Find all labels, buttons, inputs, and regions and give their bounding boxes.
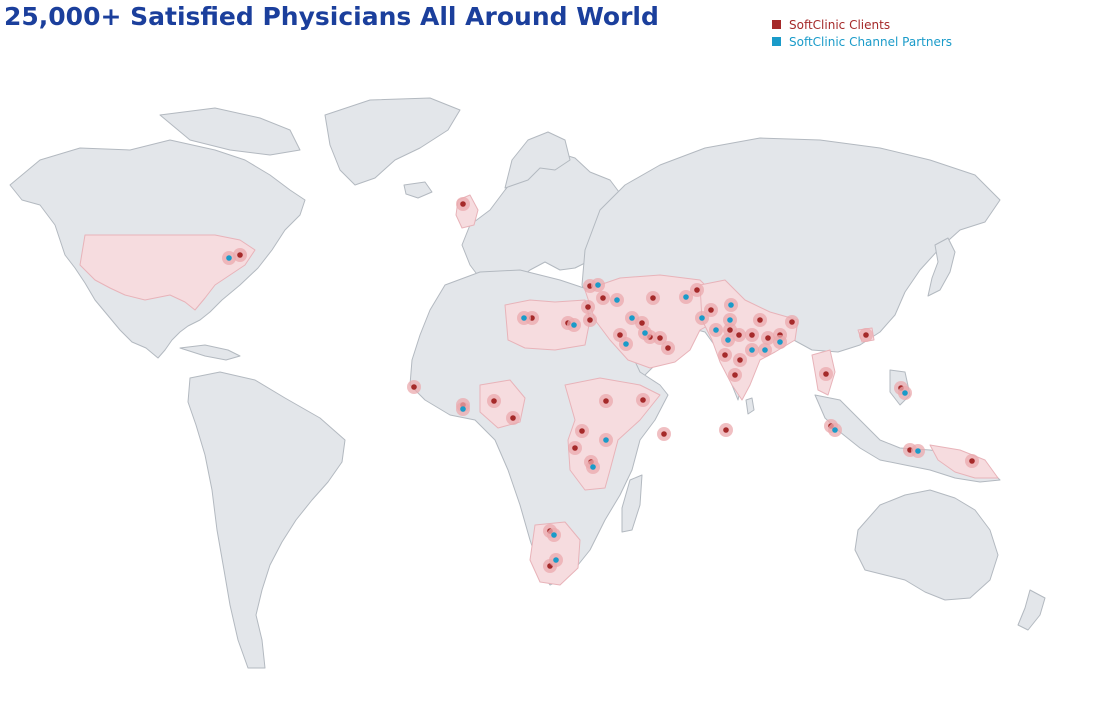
- region-usa: [79, 234, 256, 311]
- land-south-america: [187, 371, 346, 669]
- partner-marker: [521, 315, 527, 321]
- client-marker: [491, 398, 497, 404]
- client-marker: [736, 332, 742, 338]
- client-marker: [661, 431, 667, 437]
- partner-marker: [832, 427, 838, 433]
- client-marker: [969, 458, 975, 464]
- client-marker: [789, 319, 795, 325]
- client-marker: [585, 304, 591, 310]
- partner-marker: [226, 255, 232, 261]
- legend-swatch-partners: [772, 37, 781, 46]
- legend-label-partners: SoftClinic Channel Partners: [789, 34, 953, 49]
- client-marker: [665, 345, 671, 351]
- partner-marker: [553, 557, 559, 563]
- client-marker: [237, 252, 243, 258]
- partner-marker: [460, 406, 466, 412]
- client-marker: [737, 357, 743, 363]
- client-marker: [639, 320, 645, 326]
- region-papua-new-guinea: [929, 444, 999, 479]
- client-marker: [510, 415, 516, 421]
- land-canadian-arctic: [159, 107, 301, 156]
- client-marker: [749, 332, 755, 338]
- land-australia: [854, 489, 999, 601]
- client-marker: [732, 372, 738, 378]
- client-marker: [823, 371, 829, 377]
- land-madagascar: [621, 474, 643, 533]
- map-legend: SoftClinic Clients SoftClinic Channel Pa…: [772, 16, 952, 50]
- partner-marker: [777, 339, 783, 345]
- client-marker: [460, 201, 466, 207]
- client-marker: [587, 317, 593, 323]
- client-marker: [727, 327, 733, 333]
- client-marker: [640, 397, 646, 403]
- markers: [222, 197, 979, 573]
- partner-marker: [551, 532, 557, 538]
- highlighted-countries: [79, 194, 999, 586]
- partner-marker: [727, 317, 733, 323]
- client-marker: [411, 384, 417, 390]
- legend-item-partners: SoftClinic Channel Partners: [772, 33, 952, 50]
- partner-marker: [728, 302, 734, 308]
- client-marker: [572, 445, 578, 451]
- partner-marker: [595, 282, 601, 288]
- client-marker: [600, 295, 606, 301]
- land-sri-lanka: [745, 397, 755, 415]
- partner-marker: [642, 330, 648, 336]
- land-asia: [581, 137, 1001, 401]
- client-marker: [757, 317, 763, 323]
- client-marker: [603, 398, 609, 404]
- client-marker: [863, 332, 869, 338]
- client-marker: [650, 295, 656, 301]
- land-scandinavia: [504, 131, 571, 189]
- partner-marker: [699, 315, 705, 321]
- partner-marker: [902, 390, 908, 396]
- client-marker: [708, 307, 714, 313]
- client-marker: [657, 335, 663, 341]
- legend-item-clients: SoftClinic Clients: [772, 16, 952, 33]
- client-marker: [765, 335, 771, 341]
- client-marker: [579, 428, 585, 434]
- partner-marker: [590, 464, 596, 470]
- legend-label-clients: SoftClinic Clients: [789, 17, 891, 32]
- landmasses: [9, 97, 1046, 669]
- legend-swatch-clients: [772, 20, 781, 29]
- land-new-zealand: [1017, 589, 1046, 631]
- partner-marker: [629, 315, 635, 321]
- client-marker: [723, 427, 729, 433]
- partner-marker: [683, 294, 689, 300]
- land-greenland: [324, 97, 461, 186]
- client-marker: [722, 352, 728, 358]
- partner-marker: [623, 341, 629, 347]
- partner-marker: [749, 347, 755, 353]
- client-marker: [694, 287, 700, 293]
- land-iceland: [403, 181, 433, 199]
- land-caribbean: [179, 344, 241, 361]
- partner-marker: [603, 437, 609, 443]
- partner-marker: [762, 347, 768, 353]
- partner-marker: [571, 322, 577, 328]
- partner-marker: [614, 297, 620, 303]
- land-japan: [927, 237, 956, 297]
- partner-marker: [725, 337, 731, 343]
- partner-marker: [915, 448, 921, 454]
- client-marker: [617, 332, 623, 338]
- partner-marker: [713, 327, 719, 333]
- page-title: 25,000+ Satisfied Physicians All Around …: [4, 2, 659, 31]
